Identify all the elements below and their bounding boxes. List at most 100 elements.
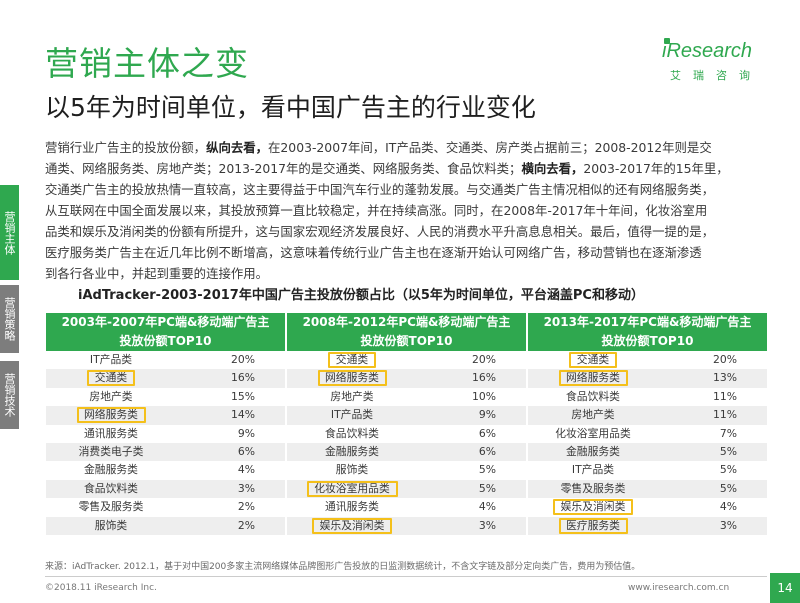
highlight-box (306, 480, 398, 497)
category-cell: 交通类 (94, 371, 128, 385)
share-value-cell: 6% (478, 444, 496, 458)
table-row: 交通类 20% (287, 351, 526, 370)
table-row: 金融服务类 5% (528, 442, 767, 462)
category-cell: 房地产类 (89, 389, 133, 403)
share-value-cell: 3% (237, 481, 255, 495)
table-row: 金融服务类 4% (46, 461, 285, 480)
emphasis-text: 横向去看， (521, 161, 584, 176)
logo-brand-text: iResearch (662, 40, 753, 62)
highlight-box (317, 370, 387, 387)
highlight-box (553, 499, 633, 516)
table-row: IT产品类 20% (46, 351, 285, 370)
share-value-cell: 11% (713, 408, 737, 422)
sidebar-tab-marketing-strategy[interactable]: 营销策略 (0, 285, 19, 353)
category-cell: 医疗服务类 (566, 518, 620, 532)
share-value-cell: 5% (719, 444, 737, 458)
share-value-cell: 5% (719, 463, 737, 477)
period-column: 2008年-2012年PC端&移动端广告主 投放份额TOP10 交通类 20% 网络服务… (287, 313, 526, 535)
share-value-cell: 15% (231, 389, 255, 403)
table-row: 娱乐及消闲类 4% (528, 498, 767, 517)
category-cell: 食品饮料类 (566, 389, 620, 403)
category-cell: 娱乐及消闲类 (319, 518, 385, 532)
highlight-box (312, 517, 392, 534)
table-row: 房地产类 15% (46, 387, 285, 407)
share-value-cell: 10% (472, 389, 496, 403)
share-value-cell: 5% (719, 481, 737, 495)
period-header-line: 投放份额TOP10 (119, 334, 212, 348)
sidebar-tab-marketing-subject[interactable]: 营销主体 (0, 185, 19, 280)
text-run: 通类、网络服务类、房地产类；2013-2017年的是交通类、网络服务类、食品饮料… (45, 161, 522, 176)
page-subtitle: 以5年为时间单位，看中国广告主的行业变化 (45, 93, 536, 122)
category-cell: 消费类电子类 (78, 444, 144, 458)
table-row: 化妆浴室用品类 7% (528, 424, 767, 443)
category-cell: 网络服务类 (566, 371, 620, 385)
period-header-line: 2003年-2007年PC端&移动端广告主 (61, 315, 270, 329)
category-cell: 化妆浴室用品类 (555, 426, 631, 440)
period-header-line: 投放份额TOP10 (601, 334, 694, 348)
share-value-cell: 11% (713, 389, 737, 403)
category-cell: 零售及服务类 (560, 481, 626, 495)
share-value-cell: 20% (713, 353, 737, 366)
table-row: 通讯服务类 4% (287, 498, 526, 517)
ad-share-table: 2003年-2007年PC端&移动端广告主 投放份额TOP10 IT产品类 20% 交通… (46, 313, 767, 535)
table-row: 交通类 16% (46, 369, 285, 388)
category-cell: 食品饮料类 (325, 426, 379, 440)
text-run: 营销行业广告主的投放份额， (45, 140, 207, 155)
share-value-cell: 3% (478, 518, 496, 532)
period-header-line: 2013年-2017年PC端&移动端广告主 (543, 315, 752, 329)
share-value-cell: 20% (472, 353, 496, 366)
body-paragraph: 营销行业广告主的投放份额，纵向去看，在2003-2007年间，IT产品类、交通类… (45, 137, 769, 284)
table-row: 房地产类 11% (528, 406, 767, 425)
paragraph-line: 医疗服务类广告主在近几年比例不断增高，这意味着传统行业广告主也在逐渐开始认可网络… (45, 245, 702, 260)
paragraph-line: 通类、网络服务类、房地产类；2013-2017年的是交通类、网络服务类、食品饮料… (45, 158, 769, 179)
share-value-cell: 13% (713, 371, 737, 385)
category-cell: IT产品类 (571, 463, 615, 477)
table-title: iAdTracker-2003-2017年中国广告主投放份额占比（以5年为时间单… (78, 288, 644, 303)
category-cell: 食品饮料类 (84, 481, 138, 495)
category-cell: 金融服务类 (566, 444, 620, 458)
category-cell: 服饰类 (335, 463, 369, 477)
table-row: 房地产类 10% (287, 387, 526, 407)
copyright: ©2018.11 iResearch Inc. (45, 583, 157, 593)
table-row: 通讯服务类 9% (46, 424, 285, 443)
category-cell: 服饰类 (94, 518, 128, 532)
table-row: 服饰类 5% (287, 461, 526, 480)
table-row: 食品饮料类 6% (287, 424, 526, 443)
category-cell: 通讯服务类 (84, 426, 138, 440)
share-value-cell: 7% (719, 426, 737, 440)
category-cell: 金融服务类 (84, 463, 138, 477)
category-cell: 娱乐及消闲类 (560, 500, 626, 514)
sidebar-tab-marketing-tech[interactable]: 营销技术 (0, 361, 19, 429)
logo-dot-icon (664, 38, 670, 44)
share-value-cell: 9% (237, 426, 255, 440)
paragraph-line: 品类和娱乐及消闲类的份额有所提升，这与国家宏观经济发展良好、人民的消费水平升高息… (45, 224, 715, 239)
share-value-cell: 6% (478, 426, 496, 440)
highlight-box (328, 352, 376, 368)
share-value-cell: 16% (472, 371, 496, 385)
period-header: 2003年-2007年PC端&移动端广告主 投放份额TOP10 (46, 313, 285, 351)
source-note: 来源：iAdTracker. 2012.1，基于对中国200多家主流网络媒体品牌… (45, 562, 641, 572)
footer-divider (45, 576, 767, 577)
period-column: 2013年-2017年PC端&移动端广告主 投放份额TOP10 交通类 20% 网络服务… (528, 313, 767, 535)
table-row: IT产品类 5% (528, 461, 767, 480)
highlight-box (558, 517, 628, 534)
site-url[interactable]: www.iresearch.com.cn (628, 583, 730, 593)
highlight-box (558, 370, 628, 387)
table-row: 网络服务类 14% (46, 406, 285, 425)
share-value-cell: 2% (237, 518, 255, 532)
emphasis-text: 纵向去看， (206, 140, 269, 155)
share-value-cell: 4% (478, 500, 496, 514)
category-cell: 交通类 (335, 353, 369, 366)
table-row: 食品饮料类 3% (46, 479, 285, 499)
table-row: 食品饮料类 11% (528, 387, 767, 407)
category-cell: 通讯服务类 (325, 500, 379, 514)
share-value-cell: 2% (237, 500, 255, 514)
paragraph-line: 从互联网在中国全面发展以来，其投放预算一直比较稳定，并在持续高涨。同时，在200… (45, 203, 708, 218)
period-column: 2003年-2007年PC端&移动端广告主 投放份额TOP10 IT产品类 20% 交通… (46, 313, 285, 535)
iresearch-logo: iResearch 艾瑞咨询 (662, 38, 762, 90)
share-value-cell: 5% (478, 463, 496, 477)
table-row: 网络服务类 13% (528, 369, 767, 388)
table-row: 零售及服务类 5% (528, 479, 767, 499)
table-row: IT产品类 9% (287, 406, 526, 425)
share-value-cell: 16% (231, 371, 255, 385)
